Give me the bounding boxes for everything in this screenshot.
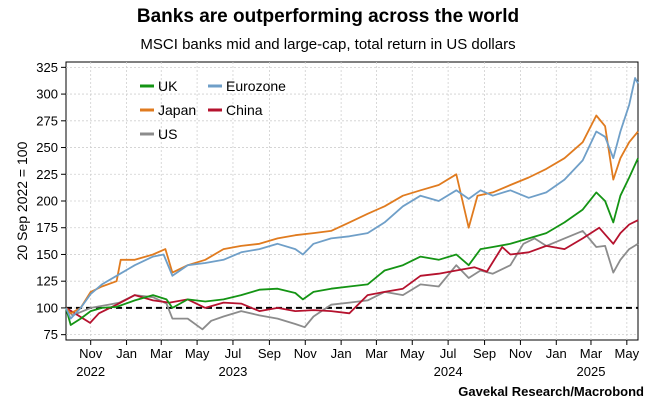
series-lines (65, 77, 639, 331)
grid-lines (66, 62, 638, 340)
y-tick-label: 200 (36, 194, 58, 209)
x-tick-label: Mar (150, 346, 173, 361)
series-line-japan (65, 114, 639, 315)
x-year-label: 2025 (577, 364, 606, 379)
x-year-label: 2023 (218, 364, 247, 379)
source-credit: Gavekal Research/Macrobond (458, 384, 644, 399)
legend-label-japan: Japan (158, 102, 196, 118)
x-axis-ticks: Nov 2022 Jan Mar May Jul 2023 Sep Nov Jan Mar May Ju… (76, 340, 640, 379)
x-year-label: 2024 (434, 364, 463, 379)
chart-title: Banks are outperforming across the world (136, 6, 520, 27)
x-tick-label: Nov (509, 346, 533, 361)
x-tick-label: May (400, 346, 425, 361)
x-tick-label: Jul (440, 346, 457, 361)
x-tick-label: May (615, 346, 640, 361)
y-tick-label: 125 (36, 274, 58, 289)
y-tick-label: 100 (36, 300, 58, 315)
legend-label-china: China (226, 102, 263, 118)
y-tick-label: 175 (36, 220, 58, 235)
y-axis-label: 20 Sep 2022 = 100 (14, 141, 30, 260)
x-tick-label: May (185, 346, 210, 361)
x-tick-label: Jul (225, 346, 242, 361)
x-tick-label: Jan (116, 346, 137, 361)
legend-label-us: US (158, 126, 177, 142)
x-tick-label: Sep (473, 346, 496, 361)
x-tick-label: Nov (294, 346, 318, 361)
x-tick-label: Jan (331, 346, 352, 361)
x-tick-label: Mar (365, 346, 388, 361)
x-tick-label: Nov (79, 346, 103, 361)
y-tick-label: 75 (44, 327, 58, 342)
series-line-eurozone (65, 77, 639, 320)
y-axis-ticks: 75 100 125 150 175 200 225 250 275 300 325 (36, 60, 66, 342)
y-tick-label: 325 (36, 60, 58, 75)
series-line-uk (65, 157, 639, 326)
series-line-us (65, 230, 639, 331)
legend: UK Eurozone Japan China US (140, 78, 286, 142)
legend-label-uk: UK (158, 78, 178, 94)
y-tick-label: 250 (36, 140, 58, 155)
y-tick-label: 300 (36, 87, 58, 102)
chart-subtitle: MSCI banks mid and large-cap, total retu… (140, 36, 516, 53)
x-year-label: 2022 (76, 364, 105, 379)
y-tick-label: 225 (36, 167, 58, 182)
y-tick-label: 275 (36, 113, 58, 128)
y-tick-label: 150 (36, 247, 58, 262)
x-tick-label: Jan (546, 346, 567, 361)
legend-label-eurozone: Eurozone (226, 78, 286, 94)
x-tick-label: Sep (258, 346, 281, 361)
series-line-china (65, 219, 639, 324)
x-tick-label: Mar (580, 346, 603, 361)
